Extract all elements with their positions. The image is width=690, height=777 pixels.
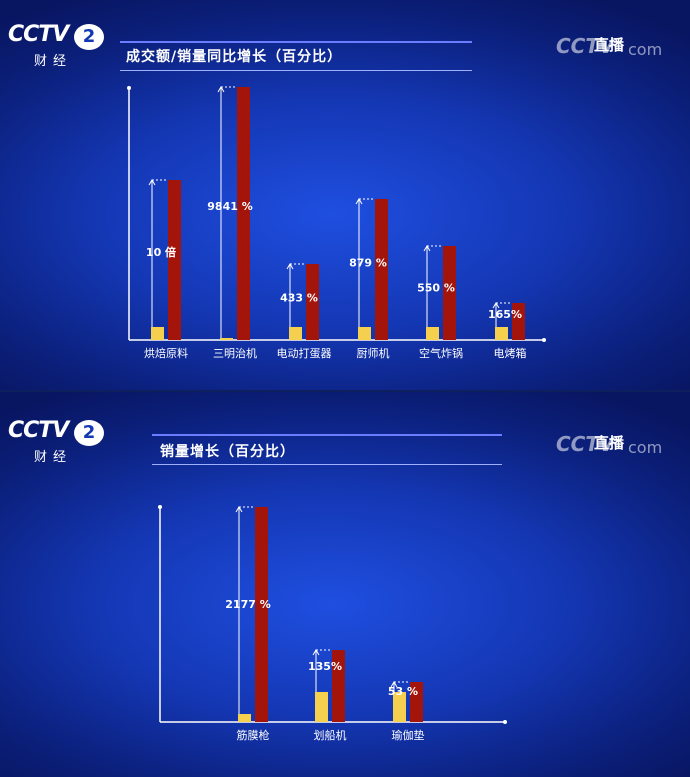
live-label: 直播 [594,434,625,452]
panel-divider [0,390,690,392]
logo-subtitle: 财经 [34,54,73,69]
x-tick-label-1: 三明治机 [213,346,257,360]
y-axis-end-dot [127,86,131,90]
data-label-3: 879 % [349,256,387,269]
data-label-0: 2177 % [225,598,270,611]
bar-base-5 [495,327,508,340]
x-tick-label-4: 空气炸锅 [419,346,463,360]
logo-number: 2 [74,420,104,446]
data-label-1: 9841 % [207,200,252,213]
bar-growth-1 [237,87,250,340]
bar-growth-0 [168,180,181,340]
y-axis-end-dot [158,505,162,509]
bar-growth-0 [255,507,268,722]
data-label-1: 135% [308,660,342,673]
live-logo-mark: CCTV [556,34,615,58]
bar-base-0 [151,327,164,340]
bar-base-0 [238,714,251,722]
bar-growth-1 [332,650,345,722]
live-com-text: com [628,438,663,457]
live-logo-mark: CCTV [556,432,615,456]
x-tick-label-2: 瑜伽垫 [392,728,425,742]
x-axis-end-dot [503,720,507,724]
bar-growth-2 [306,264,319,340]
bar-chart-bottom: 2177 % 筋膜枪 135% 划船机 53 % 瑜伽垫 [158,505,507,742]
bar-growth-4 [443,246,456,340]
title-rule-bottom [120,70,472,71]
data-label-2: 53 % [388,685,418,698]
bar-base-1 [315,692,328,722]
bar-base-2 [393,692,406,722]
title-rule-top [120,41,472,43]
live-watermark: CCTV 直播 com [556,430,676,460]
live-com-text: com [628,40,663,59]
x-tick-label-3: 厨师机 [357,346,390,360]
title-rule-top [152,434,502,436]
chart-title: 成交额/销量同比增长（百分比） [126,49,343,65]
bar-growth-2 [410,682,423,722]
cctv2-logo: CCTV 2 财经 [8,22,108,70]
top-chart-panel: CCTV 2 财经 CCTV 直播 com 成交额/销量同比增长（百分比） 10… [0,0,690,390]
x-tick-label-2: 电动打蛋器 [277,346,332,360]
bar-base-2 [289,327,302,340]
bar-growth-3 [375,199,388,340]
data-label-0: 10 倍 [146,245,176,259]
bar-base-4 [426,327,439,340]
x-tick-label-1: 划船机 [314,728,347,742]
chart-title: 销量增长（百分比） [160,444,295,460]
bar-growth-5 [512,303,525,340]
live-label: 直播 [594,36,625,54]
data-label-4: 550 % [417,281,455,294]
live-watermark: CCTV 直播 com [556,32,676,62]
logo-word: CCTV [8,22,69,47]
data-label-5: 165% [488,308,522,321]
bar-base-1 [220,338,233,340]
x-tick-label-0: 筋膜枪 [237,728,270,742]
logo-number: 2 [74,24,104,50]
cctv2-logo: CCTV 2 财经 [8,418,108,466]
bottom-chart-panel: CCTV 2 财经 CCTV 直播 com 销量增长（百分比） 2177 % 筋膜… [0,392,690,777]
logo-word: CCTV [8,418,69,443]
x-tick-label-5: 电烤箱 [494,346,527,360]
title-rule-bottom [152,464,502,465]
x-axis-end-dot [542,338,546,342]
logo-subtitle: 财经 [34,450,73,465]
x-tick-label-0: 烘焙原料 [144,346,188,360]
bar-base-3 [358,327,371,340]
data-label-2: 433 % [280,291,318,304]
